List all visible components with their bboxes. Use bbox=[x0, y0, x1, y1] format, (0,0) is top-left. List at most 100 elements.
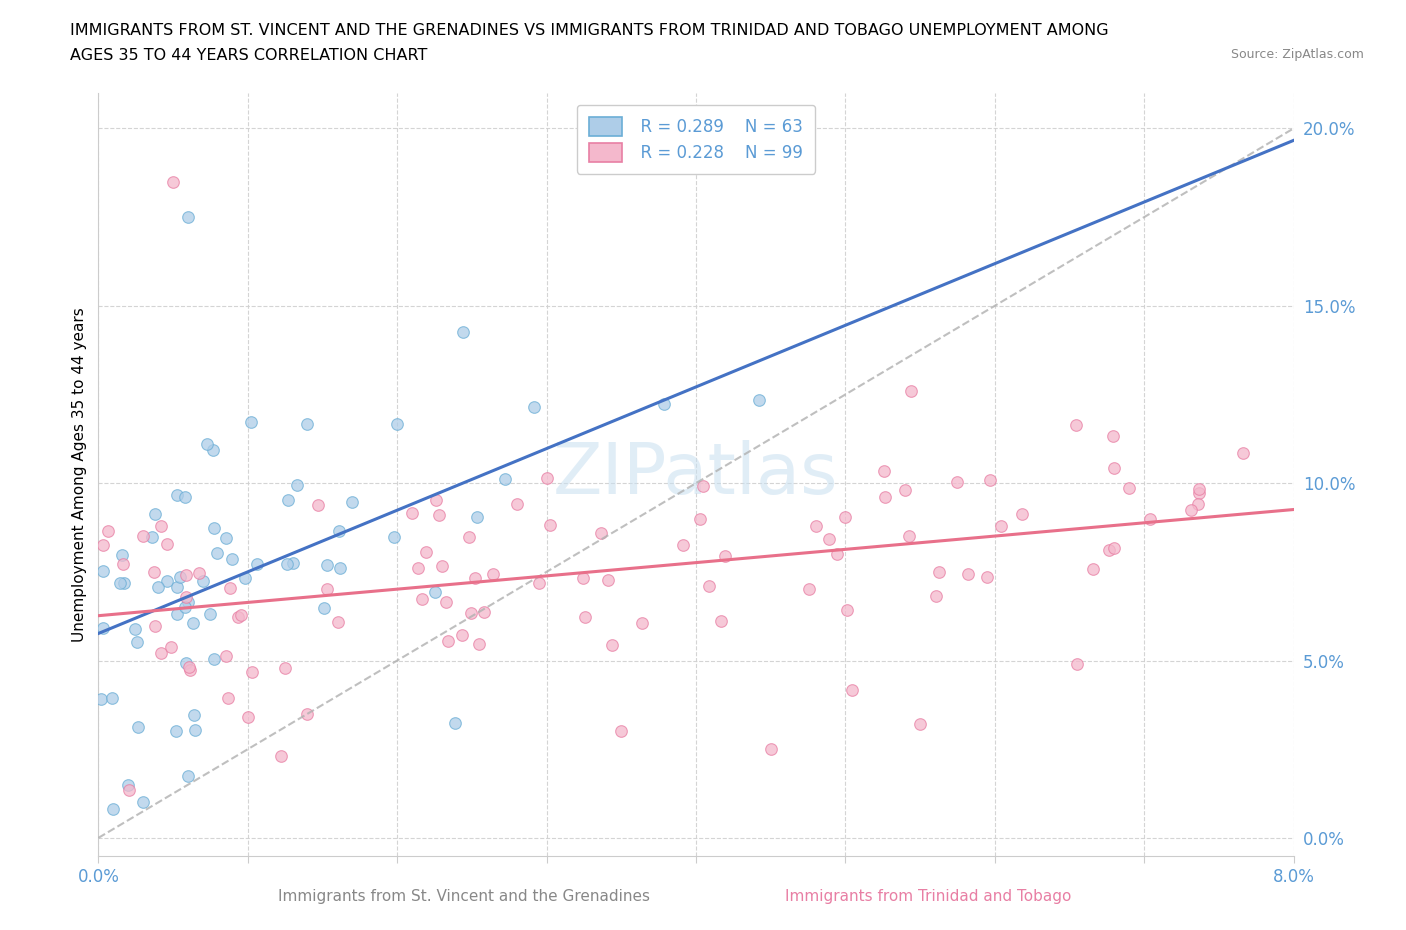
Point bbox=[1139, 512, 1161, 526]
Point bbox=[174, 489, 197, 504]
Point bbox=[307, 498, 329, 512]
Point bbox=[215, 649, 238, 664]
Point bbox=[162, 174, 184, 189]
Point bbox=[91, 538, 114, 552]
Point bbox=[759, 742, 782, 757]
Point bbox=[295, 707, 318, 722]
Point bbox=[328, 524, 350, 538]
Point bbox=[1066, 657, 1088, 671]
Point bbox=[141, 529, 163, 544]
Point bbox=[411, 591, 433, 606]
Point bbox=[434, 594, 457, 609]
Point bbox=[1188, 481, 1211, 496]
Point bbox=[277, 492, 299, 507]
Point bbox=[689, 512, 711, 526]
Point bbox=[423, 585, 446, 600]
Point bbox=[451, 325, 474, 339]
Point bbox=[481, 566, 503, 581]
Point bbox=[132, 795, 155, 810]
Point bbox=[536, 470, 558, 485]
Point bbox=[494, 472, 516, 486]
Point bbox=[505, 497, 527, 512]
Point bbox=[797, 581, 820, 596]
Point bbox=[1097, 543, 1119, 558]
Point bbox=[177, 769, 200, 784]
Point bbox=[111, 556, 134, 571]
Point bbox=[295, 417, 318, 432]
Point bbox=[202, 651, 225, 666]
Point bbox=[177, 209, 200, 224]
Point bbox=[415, 545, 437, 560]
Point bbox=[202, 443, 225, 458]
Point bbox=[118, 782, 141, 797]
Point bbox=[600, 638, 623, 653]
Text: Source: ZipAtlas.com: Source: ZipAtlas.com bbox=[1230, 48, 1364, 61]
Point bbox=[205, 546, 228, 561]
Point bbox=[173, 599, 195, 614]
Point bbox=[174, 656, 197, 671]
Point bbox=[697, 578, 720, 593]
Point bbox=[276, 556, 298, 571]
Point bbox=[156, 537, 179, 551]
Point bbox=[1102, 540, 1125, 555]
Point bbox=[427, 508, 450, 523]
Point bbox=[900, 383, 922, 398]
Point bbox=[202, 521, 225, 536]
Point bbox=[312, 601, 335, 616]
Point bbox=[183, 708, 205, 723]
Point bbox=[432, 559, 454, 574]
Point bbox=[425, 493, 447, 508]
Point bbox=[177, 594, 200, 609]
Point bbox=[1232, 446, 1254, 461]
Point bbox=[127, 720, 149, 735]
Point bbox=[458, 529, 481, 544]
Point bbox=[169, 569, 191, 584]
Point bbox=[127, 635, 149, 650]
Point bbox=[108, 576, 131, 591]
Point bbox=[215, 531, 238, 546]
Point bbox=[873, 489, 896, 504]
Point bbox=[1188, 485, 1211, 500]
Point bbox=[236, 710, 259, 724]
Point bbox=[835, 603, 858, 618]
Point bbox=[692, 479, 714, 494]
Point bbox=[714, 548, 737, 563]
Point bbox=[748, 392, 770, 407]
Point bbox=[179, 659, 201, 674]
Point bbox=[523, 399, 546, 414]
Point bbox=[990, 519, 1012, 534]
Point bbox=[468, 637, 491, 652]
Point bbox=[91, 564, 114, 578]
Point bbox=[465, 510, 488, 525]
Point bbox=[326, 615, 349, 630]
Point bbox=[1064, 417, 1087, 432]
Point bbox=[285, 477, 308, 492]
Point bbox=[111, 548, 134, 563]
Point bbox=[527, 575, 550, 590]
Point bbox=[191, 574, 214, 589]
Point bbox=[221, 551, 243, 566]
Point bbox=[274, 661, 297, 676]
Point bbox=[538, 518, 561, 533]
Point bbox=[90, 691, 112, 706]
Point bbox=[946, 474, 969, 489]
Point bbox=[143, 618, 166, 633]
Point bbox=[184, 723, 207, 737]
Y-axis label: Unemployment Among Ages 35 to 44 years: Unemployment Among Ages 35 to 44 years bbox=[72, 307, 87, 642]
Point bbox=[825, 547, 848, 562]
Text: Immigrants from Trinidad and Tobago: Immigrants from Trinidad and Tobago bbox=[785, 889, 1071, 904]
Point bbox=[166, 487, 188, 502]
Point bbox=[1081, 562, 1104, 577]
Point bbox=[472, 604, 495, 619]
Point bbox=[908, 717, 931, 732]
Point bbox=[1011, 507, 1033, 522]
Text: Immigrants from St. Vincent and the Grenadines: Immigrants from St. Vincent and the Gren… bbox=[278, 889, 650, 904]
Point bbox=[188, 566, 211, 581]
Point bbox=[229, 607, 252, 622]
Point bbox=[103, 802, 125, 817]
Point bbox=[957, 566, 980, 581]
Point bbox=[181, 615, 204, 630]
Point bbox=[245, 556, 267, 571]
Point bbox=[91, 620, 114, 635]
Point bbox=[1101, 429, 1123, 444]
